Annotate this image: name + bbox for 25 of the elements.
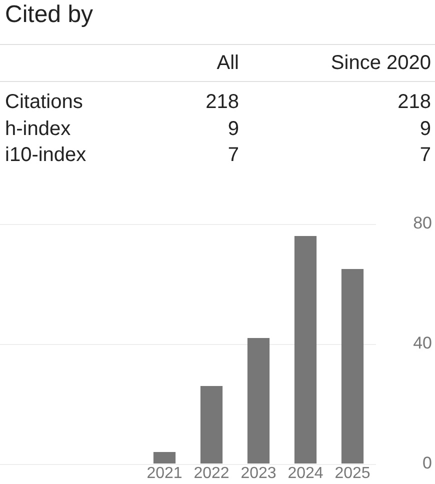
category-label: i10-index [5,143,86,168]
y-tick-label: 40 [413,334,432,353]
x-tick-label: 2021 [146,465,182,482]
data-label: 7 [420,143,431,168]
data-label: 7 [228,143,239,168]
bar [153,452,176,464]
text: Cited by [5,0,94,30]
data-label: 9 [420,116,431,142]
category-label: Citations [5,90,83,115]
bar [200,386,223,464]
y-tick-label: 0 [422,454,432,473]
bar [341,269,364,464]
y-tick-label: 80 [413,214,432,233]
bar [294,236,317,464]
x-tick-label: 2024 [288,465,324,482]
data-label: 218 [398,90,431,115]
text: All [216,51,239,76]
text: Since 2020 [330,51,431,76]
x-tick-label: 2023 [240,465,276,482]
x-tick-label: 2025 [334,465,370,482]
data-label: 9 [228,116,239,142]
data-label: 218 [206,90,239,115]
category-label: h-index [5,116,71,142]
bar [247,338,270,464]
x-tick-label: 2022 [194,465,230,482]
